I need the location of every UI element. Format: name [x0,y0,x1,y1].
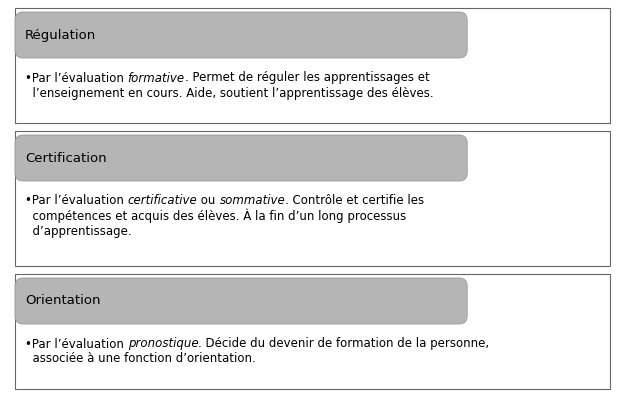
Text: sommative: sommative [219,194,285,207]
Text: •Par l’évaluation: •Par l’évaluation [25,337,127,350]
Text: •Par l’évaluation: •Par l’évaluation [25,71,127,85]
FancyBboxPatch shape [15,12,468,58]
Text: Orientation: Orientation [25,295,101,307]
FancyBboxPatch shape [15,278,468,324]
Text: . Décide du devenir de formation de la personne,: . Décide du devenir de formation de la p… [198,337,489,350]
Text: l’enseignement en cours. Aide, soutient l’apprentissage des élèves.: l’enseignement en cours. Aide, soutient … [25,87,434,100]
Text: d’apprentissage.: d’apprentissage. [25,224,132,237]
Text: ou: ou [198,194,219,207]
Text: associée à une fonction d’orientation.: associée à une fonction d’orientation. [25,352,256,365]
Bar [15,8,610,123]
Text: formative: formative [127,71,185,85]
Bar [15,131,610,266]
Text: compétences et acquis des élèves. À la fin d’un long processus: compétences et acquis des élèves. À la f… [25,209,406,223]
Text: pronostique: pronostique [127,337,198,350]
FancyBboxPatch shape [15,135,468,181]
Bar [15,274,610,389]
Text: certificative: certificative [127,194,198,207]
Text: •Par l’évaluation: •Par l’évaluation [25,194,127,207]
Text: . Permet de réguler les apprentissages et: . Permet de réguler les apprentissages e… [185,71,429,85]
Text: Certification: Certification [25,152,107,164]
Text: . Contrôle et certifie les: . Contrôle et certifie les [285,194,424,207]
Text: Régulation: Régulation [25,28,96,41]
